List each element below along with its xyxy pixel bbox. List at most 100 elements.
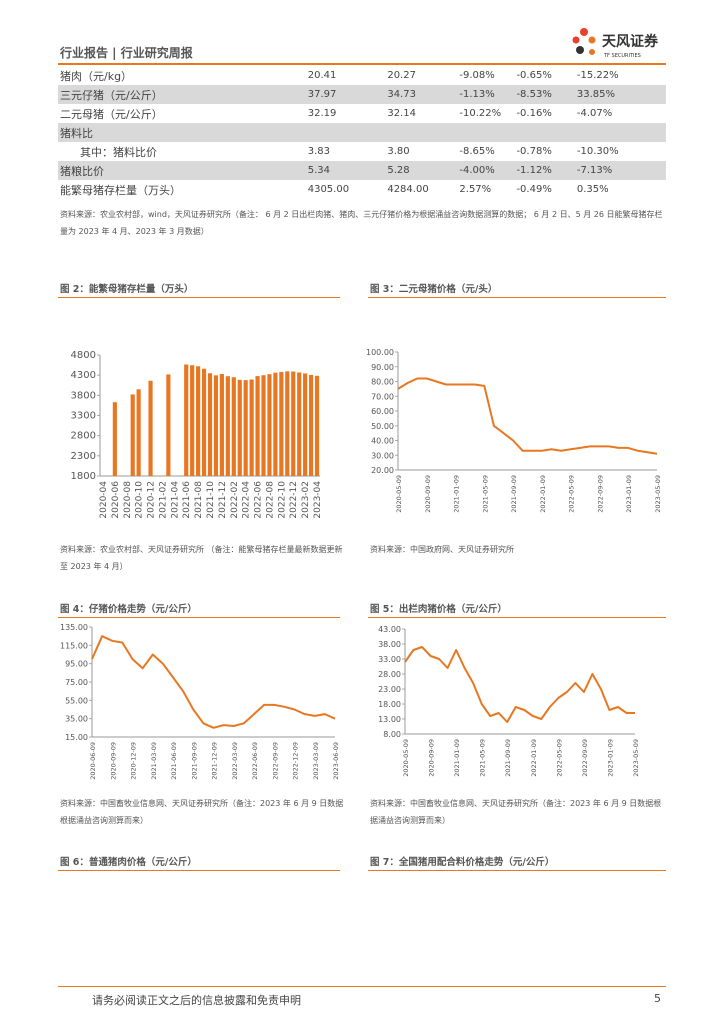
x-tick-label: 2021-10: [206, 481, 216, 519]
table-cell: 能繁母猪存栏量（万头）: [60, 183, 181, 197]
x-tick-label: 2022-09-09: [596, 475, 604, 513]
x-tick-label: 2022-04: [242, 481, 252, 519]
page-number: 5: [654, 992, 661, 1005]
y-tick-label: 28.00: [378, 670, 401, 679]
table-cell: -4.00%: [459, 161, 517, 180]
x-tick-label: 2021-06: [182, 481, 192, 519]
y-tick-label: 43.00: [378, 625, 401, 634]
y-tick-label: 50.00: [371, 422, 394, 431]
x-tick-label: 2021-01-09: [453, 475, 461, 513]
figure-title: 图 5：出栏肉猪价格（元/公斤）: [370, 604, 507, 615]
x-tick-label: 2021-02: [158, 481, 168, 519]
y-tick-label: 8.00: [383, 730, 401, 739]
x-tick-label: 2023-05-09: [632, 739, 640, 777]
bar: [190, 365, 195, 476]
x-tick-label: 2020-12-09: [130, 742, 138, 780]
figure-title: 图 2：能繁母猪存栏量（万头）: [60, 284, 194, 295]
x-tick-label: 2023-05-09: [654, 475, 662, 513]
x-tick-label: 2022-10: [277, 481, 287, 519]
x-tick-label: 2021-12-09: [211, 742, 219, 780]
bar: [291, 371, 296, 476]
table-cell: 32.14: [387, 108, 416, 119]
figure-title: 图 7：全国猪用配合料价格走势（元/公斤）: [370, 857, 555, 868]
table-cell: 二元母猪（元/公斤）: [60, 107, 163, 121]
header-title: 行业报告 | 行业研究周报: [60, 46, 193, 60]
table-source: 资料来源：农业农村部，wind，天风证券研究所（备注： 6 月 2 日出栏肉猪、…: [60, 210, 663, 236]
y-tick-label: 2300: [71, 451, 96, 462]
table-cell: -4.07%: [576, 108, 613, 119]
table-cell: 三元仔猪（元/公斤）: [58, 85, 308, 104]
table-cell: 33.85%: [576, 85, 666, 104]
y-tick-label: 30.00: [371, 451, 394, 460]
x-tick-label: 2023-02: [301, 481, 311, 519]
bar: [112, 402, 117, 476]
table-cell: 猪粮比价: [58, 161, 308, 180]
x-tick-label: 2023-03-09: [312, 742, 320, 780]
y-tick-label: 2800: [71, 431, 96, 442]
table-cell: -10.22%: [459, 108, 502, 119]
logo-text: 天风证券: [602, 33, 659, 50]
caption-rule: [58, 297, 340, 298]
y-tick-label: 3800: [71, 390, 96, 401]
y-tick-label: 100.00: [366, 348, 394, 357]
bar: [130, 394, 135, 476]
y-tick-label: 18.00: [378, 700, 401, 709]
caption-rule: [368, 870, 666, 871]
y-tick-label: 80.00: [371, 378, 394, 387]
bar: [303, 373, 308, 476]
logo: 天风证券 TF SECURITIES: [572, 28, 659, 59]
line-series: [91, 635, 336, 729]
x-tick-label: 2022-09-09: [581, 739, 589, 777]
chart: 8.00 13.00 18.00 23.00 28.00 33.00 38.00 43.00 2…: [378, 625, 640, 777]
table-row: 其中：猪料比价 3.83 3.80 -8.65% -0.78% -10.30%: [58, 142, 666, 161]
table-row: 能繁母猪存栏量（万头） 4305.00 4284.00 2.57% -0.49% 0.35…: [58, 180, 666, 199]
table-row: 猪肉（元/kg） 20.41 20.27 -9.08% -0.65% -15.22%: [58, 66, 666, 85]
table-cell: 20.41: [307, 70, 337, 81]
table-cell: -0.65%: [516, 70, 552, 81]
header-rule: [58, 63, 666, 65]
y-tick-label: 4300: [71, 370, 96, 381]
bar: [255, 376, 260, 476]
x-tick-label: 2022-12-09: [292, 742, 300, 780]
logo-sub: TF SECURITIES: [603, 53, 641, 59]
x-tick-label: 2021-06-09: [170, 742, 178, 780]
chart: 20.00 30.00 40.00 50.00 60.00 70.00 80.00 90.00…: [366, 348, 662, 513]
table-cell: -0.49%: [516, 184, 552, 195]
y-tick-label: 70.00: [371, 392, 394, 401]
x-tick-label: 2021-09-09: [510, 475, 518, 513]
y-tick-label: 1800: [71, 471, 96, 482]
table-cell: -9.08%: [459, 70, 495, 81]
x-tick-label: 2021-12: [218, 481, 228, 519]
table-cell: 5.34: [307, 161, 388, 180]
caption-rule: [58, 617, 340, 618]
table-cell: 3.80: [387, 146, 410, 157]
x-tick-label: 2022-01-09: [530, 739, 538, 777]
bar: [309, 374, 314, 476]
data-table: 猪肉（元/kg） 20.41 20.27 -9.08% -0.65% -15.22% 三元仔…: [58, 66, 666, 199]
x-tick-label: 2023-01-09: [606, 739, 614, 777]
x-tick-label: 2022-05-09: [555, 739, 563, 777]
x-tick-label: 2021-09-09: [504, 739, 512, 777]
x-tick-label: 2020-06-09: [89, 742, 97, 780]
bar: [279, 371, 284, 476]
x-tick-label: 2021-05-09: [481, 475, 489, 513]
line-series: [397, 377, 658, 455]
line-series: [404, 646, 635, 723]
table-row: 三元仔猪（元/公斤） 37.97 34.73 -1.13% -8.53% 33.85%: [58, 85, 666, 104]
bar: [196, 366, 201, 476]
table-cell: -8.53%: [516, 85, 577, 104]
table-cell: -8.65%: [459, 146, 495, 157]
table-cell: 20.27: [387, 70, 416, 81]
figure-source: 资料来源：中国政府网、天风证券研究所: [370, 545, 514, 554]
x-tick-label: 2021-05-09: [479, 739, 487, 777]
figure-title: 图 4：仔猪价格走势（元/公斤）: [60, 604, 197, 615]
bar: [213, 375, 219, 476]
figure-source: 资料来源：农业农村部、天风证券研究所 （备注：能繁母猪存栏量最新数据更新至 20…: [60, 545, 343, 571]
footer-disclaimer: 请务必阅读正文之后的信息披露和免责申明: [92, 994, 301, 1007]
y-tick-label: 13.00: [378, 715, 401, 724]
table-cell: 4305.00: [307, 184, 350, 195]
x-tick-label: 2022-09-09: [271, 742, 279, 780]
bar: [148, 380, 153, 476]
x-tick-label: 2022-12: [289, 481, 299, 519]
bar: [225, 376, 230, 476]
